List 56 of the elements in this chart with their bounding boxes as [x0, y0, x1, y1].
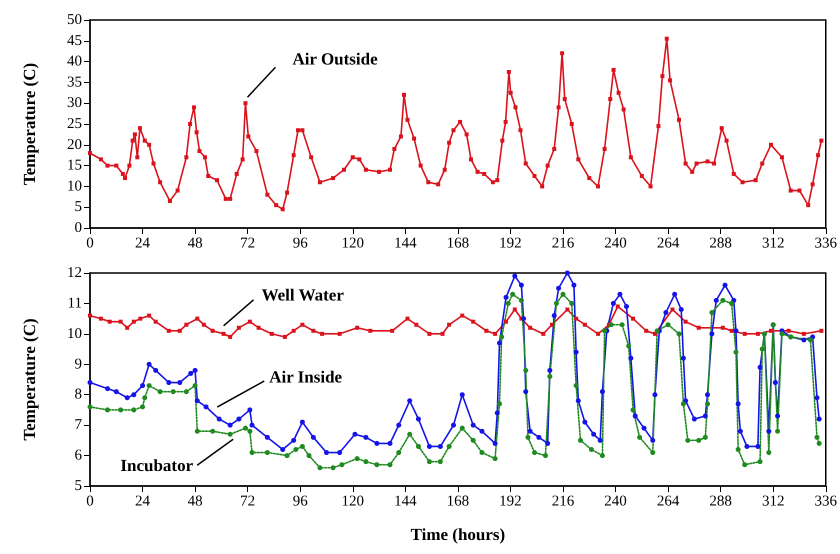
y-tick-label: 35	[67, 74, 82, 90]
y-axis-title: Temperature (C)	[20, 62, 39, 186]
x-tick-label: 216	[552, 494, 575, 510]
x-tick-label: 192	[499, 494, 522, 510]
y-tick-label: 11	[68, 295, 82, 312]
x-tick-label: 336	[814, 494, 838, 510]
x-tick-label: 168	[446, 494, 470, 510]
x-tick-label: 96	[292, 494, 308, 510]
x-tick-label: 72	[240, 494, 256, 510]
x-tick-label: 264	[656, 494, 680, 510]
x-tick-label: 264	[656, 236, 680, 252]
y-tick-label: 40	[67, 54, 82, 70]
series-label: Air Inside	[269, 368, 343, 387]
y-tick-label: 25	[67, 116, 82, 132]
y-tick-label: 20	[67, 136, 82, 153]
x-tick-label: 24	[135, 494, 151, 510]
x-tick-label: 24	[135, 236, 151, 252]
x-tick-label: 0	[86, 236, 94, 252]
x-tick-label: 288	[709, 494, 732, 510]
y-tick-label: 10	[67, 326, 82, 342]
x-tick-label: 96	[292, 236, 308, 252]
x-tick-label: 0	[86, 494, 94, 510]
text: Air Outside	[292, 50, 378, 69]
x-tick-label: 216	[552, 236, 575, 252]
x-tick-label: 120	[342, 236, 364, 252]
x-tick-label: 240	[604, 236, 627, 252]
x-tick-label: 120	[342, 494, 364, 510]
y-tick-label: 7	[74, 417, 82, 434]
x-tick-label: 192	[499, 236, 522, 252]
y-tick-label: 45	[67, 32, 82, 49]
x-tick-label: 48	[188, 494, 203, 510]
y-tick-label: 50	[67, 12, 82, 28]
x-tick-label: 144	[394, 494, 418, 510]
x-tick-label: 72	[240, 236, 256, 252]
x-tick-label: 288	[709, 236, 732, 252]
series-label: Well Water	[262, 285, 344, 304]
y-tick-label: 15	[67, 158, 82, 174]
x-axis-title: Time (hours)	[410, 525, 506, 544]
y-tick-label: 5	[74, 199, 82, 216]
x-tick-label: 240	[604, 494, 627, 510]
y-tick-label: 6	[74, 448, 82, 464]
series-label: Incubator	[120, 456, 194, 475]
x-tick-label: 144	[394, 236, 418, 252]
y-tick-label: 0	[74, 220, 82, 236]
y-axis-title: Temperature (C)	[20, 318, 39, 441]
y-tick-label: 12	[67, 265, 82, 281]
x-tick-label: 48	[188, 236, 203, 252]
y-tick-label: 9	[74, 356, 82, 372]
y-tick-label: 10	[67, 178, 82, 194]
x-tick-label: 336	[814, 236, 838, 252]
y-tick-label: 30	[67, 95, 82, 112]
x-tick-label: 168	[446, 236, 470, 252]
x-tick-label: 312	[762, 494, 784, 510]
y-tick-label: 8	[74, 386, 82, 403]
x-tick-label: 312	[762, 236, 784, 252]
y-tick-label: 5	[74, 478, 82, 494]
